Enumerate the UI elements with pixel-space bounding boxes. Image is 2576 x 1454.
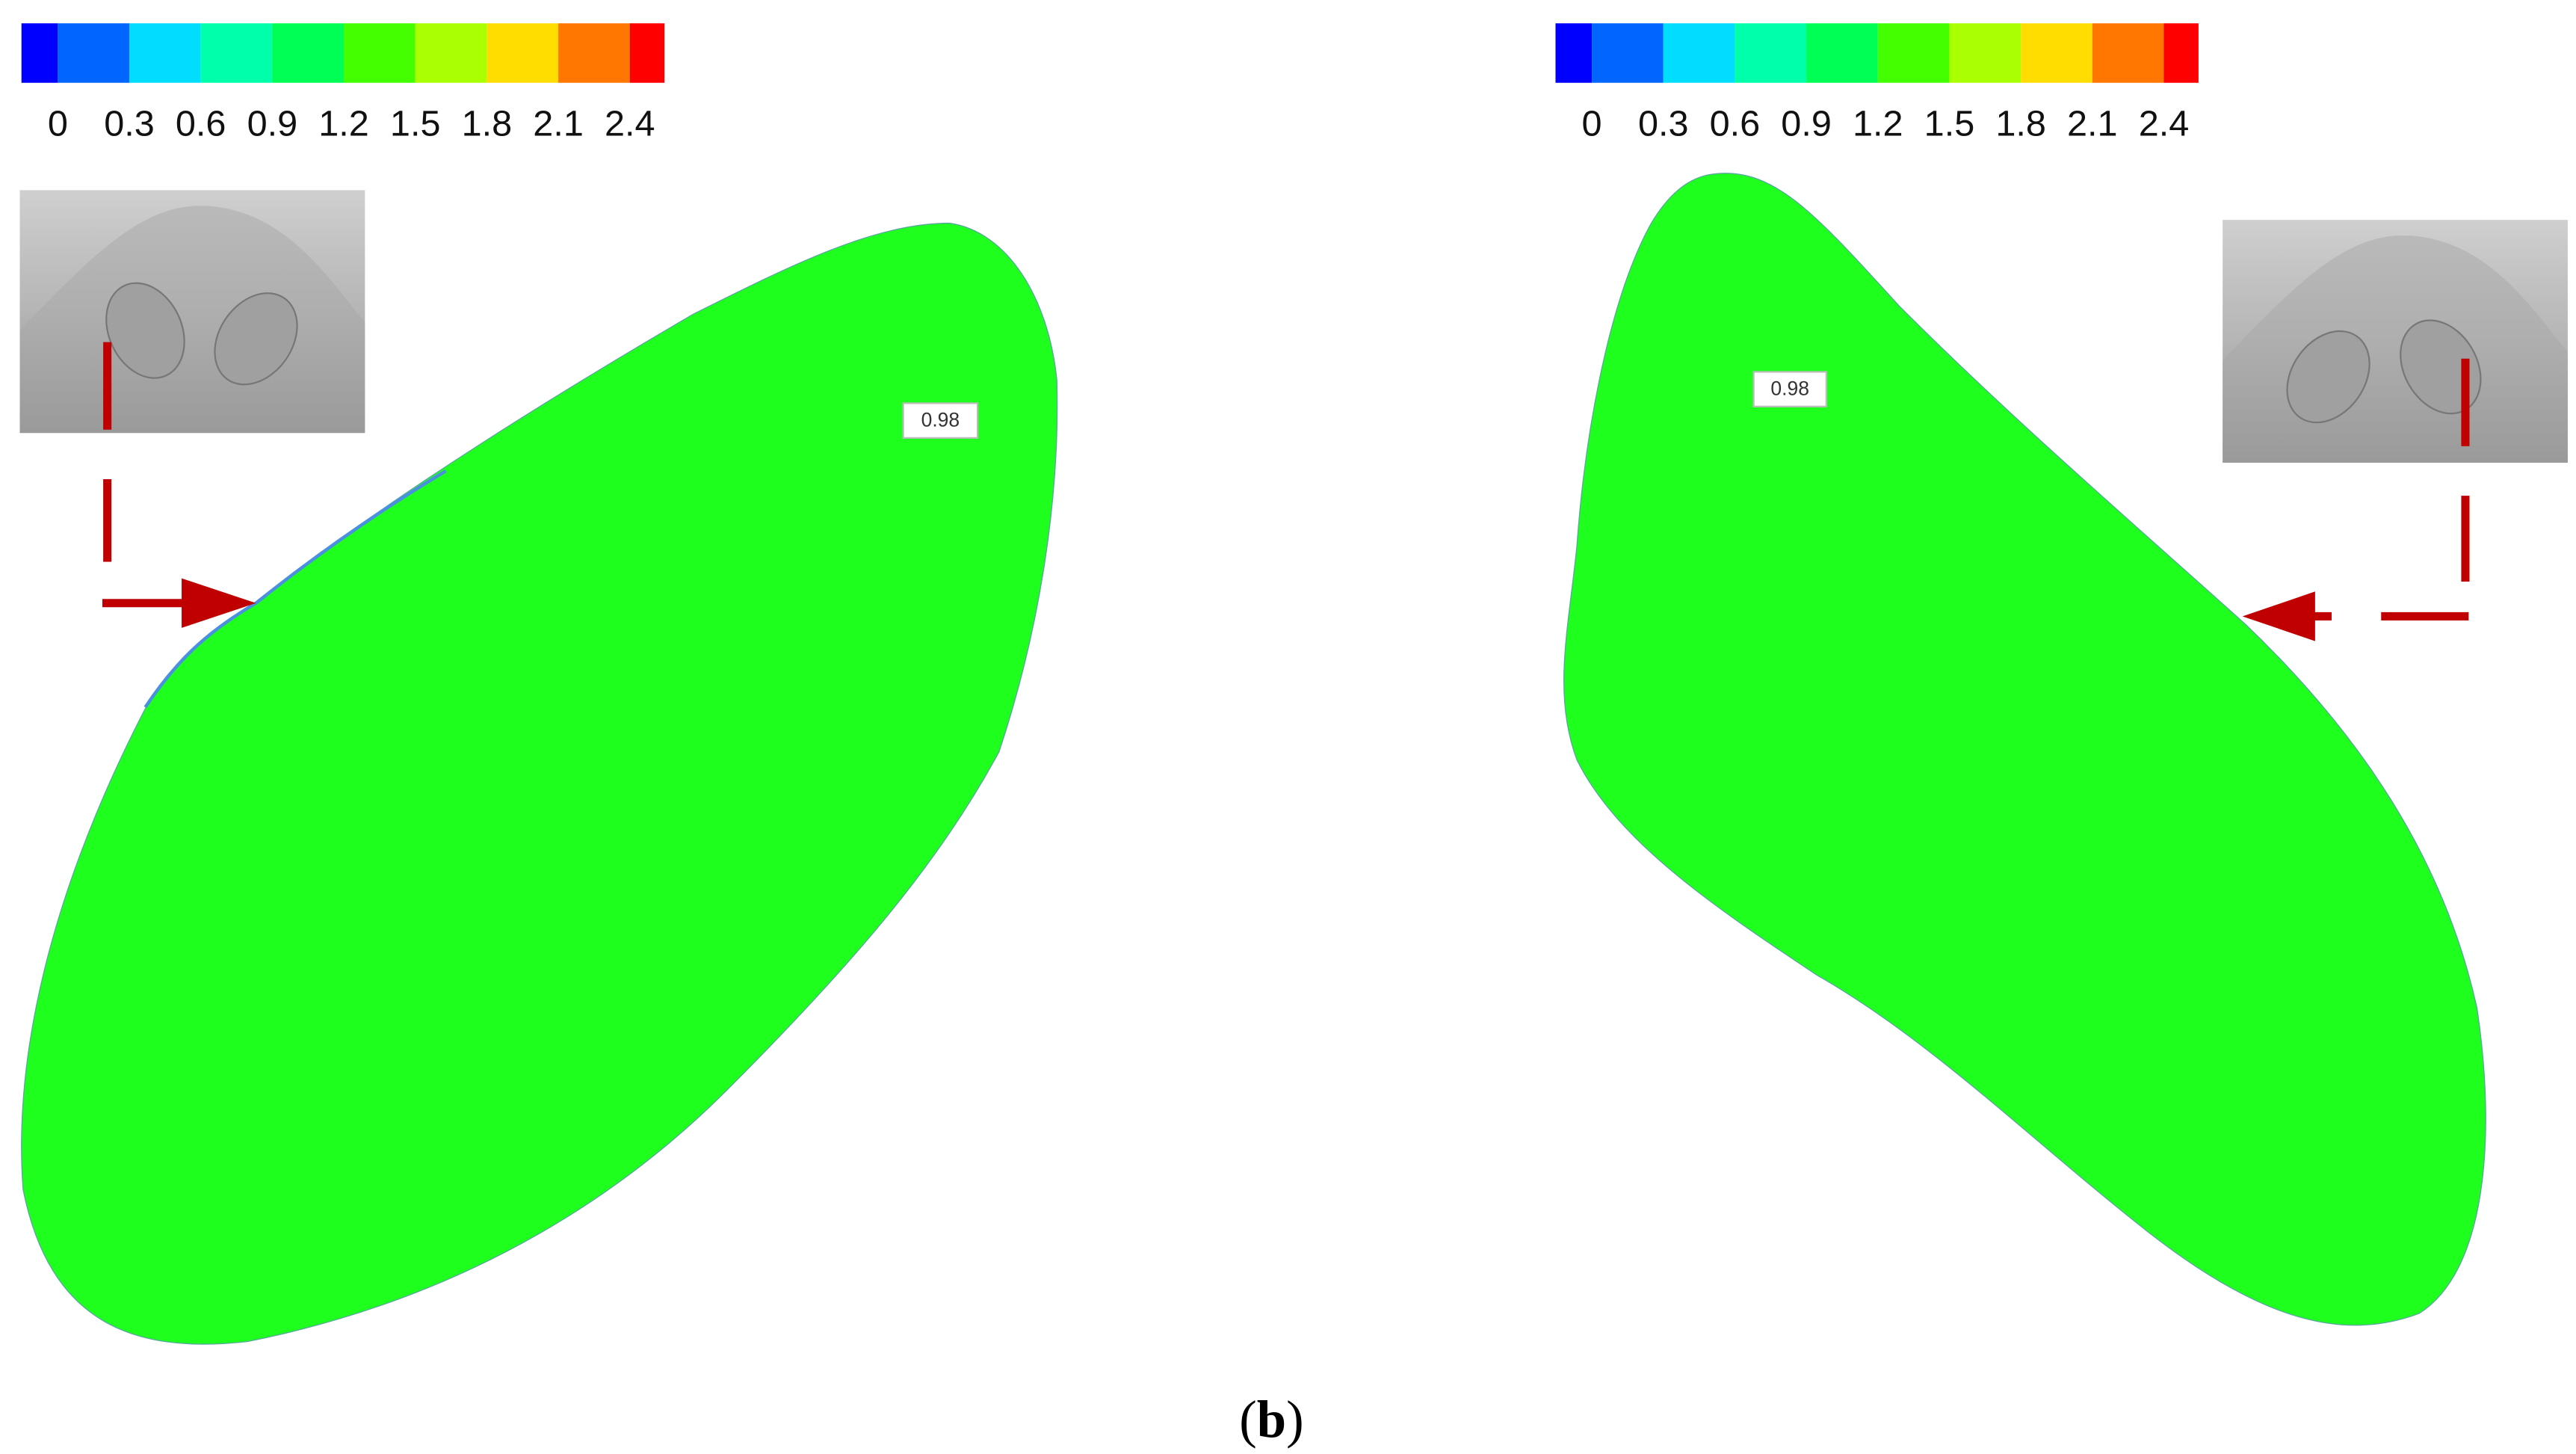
colorbar-tick-label: 2.1 (2067, 103, 2118, 144)
colorbar-tick-label: 2.1 (533, 103, 584, 144)
value-label: 0.98 (921, 409, 960, 431)
section-arrow (2242, 358, 2470, 641)
colorbar-segment (1663, 23, 1735, 83)
colorbar-tick-label: 0.3 (1638, 103, 1689, 144)
colorbar-tick-label: 1.8 (1995, 103, 2046, 144)
colorbar-tick-label: 0.9 (247, 103, 298, 144)
colorbar-segment (58, 23, 130, 83)
colorbar-segment (1735, 23, 1807, 83)
colorbar-segment (1877, 23, 1950, 83)
colorbar-segment (129, 23, 201, 83)
colorbar-segment (21, 23, 58, 83)
colorbar-tick-label: 1.8 (462, 103, 513, 144)
colorbar-tick-label: 0 (1582, 103, 1602, 144)
colorbar-segment (1555, 23, 1593, 83)
colorbar-segment (200, 23, 273, 83)
colorbar-tick-label: 2.4 (605, 103, 655, 144)
colorbar-segment (558, 23, 630, 83)
colorbar-segment (1949, 23, 2021, 83)
colorbar-tick-label: 2.4 (2139, 103, 2190, 144)
colorbar-tick-label: 1.5 (390, 103, 441, 144)
colorbar-segment (1806, 23, 1878, 83)
value-box (1752, 371, 1827, 407)
colorbar-segment (2021, 23, 2092, 83)
contour-region (21, 222, 1058, 1345)
colorbar-segment (2092, 23, 2164, 83)
colorbar-tick-label: 1.5 (1924, 103, 1975, 144)
caption-text: ( (1239, 1391, 1257, 1450)
colorbar-tick-label: 1.2 (1853, 103, 1903, 144)
colorbar-segment (629, 23, 665, 83)
contour-region (1563, 173, 2486, 1326)
section-arrow (102, 342, 256, 628)
colorbar-segment (2163, 23, 2199, 83)
colorbar-tick-label: 0.9 (1781, 103, 1832, 144)
caption-text: ) (1286, 1391, 1304, 1450)
colorbar-segment (272, 23, 345, 83)
colorbar-segment (344, 23, 416, 83)
caption-text: b (1257, 1391, 1286, 1450)
caption: (b) (1239, 1391, 1303, 1450)
inset (2223, 220, 2568, 463)
value-label: 0.98 (1770, 378, 1809, 400)
colorbar-segment (415, 23, 487, 83)
colorbar-tick-label: 0 (48, 103, 68, 144)
colorbar-segment (1592, 23, 1664, 83)
inset (19, 190, 365, 434)
colorbar-segment (487, 23, 559, 83)
contour-edge (143, 469, 447, 709)
colorbar-tick-label: 0.3 (104, 103, 155, 144)
colorbar-tick-label: 0.6 (1710, 103, 1761, 144)
colorbar-tick-label: 0.6 (176, 103, 226, 144)
value-box (902, 402, 979, 439)
colorbar-tick-label: 1.2 (318, 103, 369, 144)
